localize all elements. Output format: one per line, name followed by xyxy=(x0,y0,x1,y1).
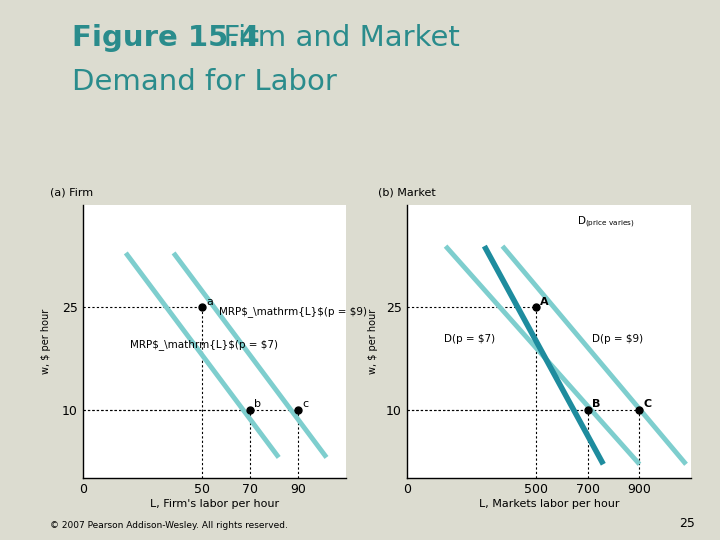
Text: w, $ per hour: w, $ per hour xyxy=(41,309,51,374)
X-axis label: L, Firm's labor per hour: L, Firm's labor per hour xyxy=(150,498,279,509)
Text: Demand for Labor: Demand for Labor xyxy=(72,68,337,96)
Text: A: A xyxy=(540,296,549,307)
Text: 25: 25 xyxy=(679,517,695,530)
Text: (a) Firm: (a) Firm xyxy=(50,187,94,197)
Text: MRP$_\mathrm{L}$(p = $9): MRP$_\mathrm{L}$(p = $9) xyxy=(220,306,367,317)
Text: MRP$_\mathrm{L}$(p = $7): MRP$_\mathrm{L}$(p = $7) xyxy=(130,339,278,350)
Text: c: c xyxy=(302,399,308,409)
Text: (b) Market: (b) Market xyxy=(378,187,436,197)
Text: w, $ per hour: w, $ per hour xyxy=(368,309,378,374)
Text: C: C xyxy=(644,399,652,409)
Text: a: a xyxy=(207,296,213,307)
Text: b: b xyxy=(254,399,261,409)
Text: Firm and Market: Firm and Market xyxy=(205,24,460,52)
Text: B: B xyxy=(592,399,600,409)
Text: D(p = $9): D(p = $9) xyxy=(592,334,643,343)
Text: D$_{(\mathrm{price\ varies})}$: D$_{(\mathrm{price\ varies})}$ xyxy=(577,214,635,230)
X-axis label: L, Markets labor per hour: L, Markets labor per hour xyxy=(479,498,619,509)
Text: D(p = $7): D(p = $7) xyxy=(444,334,495,343)
Text: © 2007 Pearson Addison-Wesley. All rights reserved.: © 2007 Pearson Addison-Wesley. All right… xyxy=(50,521,288,530)
Text: Figure 15.4: Figure 15.4 xyxy=(72,24,260,52)
